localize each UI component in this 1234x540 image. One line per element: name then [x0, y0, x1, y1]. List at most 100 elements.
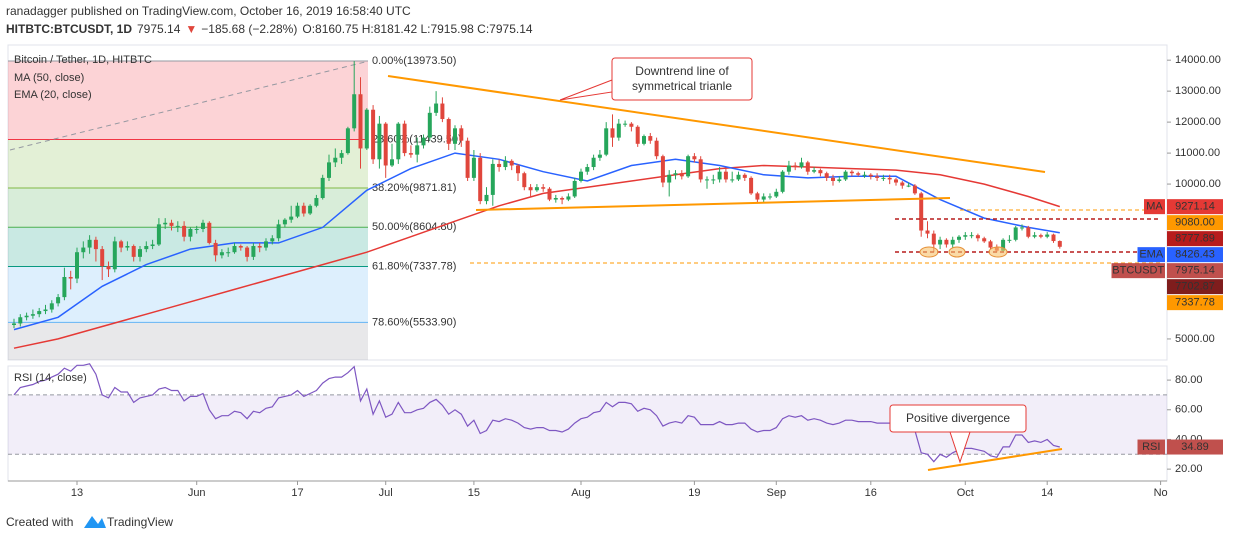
callout-box	[889, 404, 1027, 433]
candle-body	[975, 235, 980, 239]
price-tag	[1167, 279, 1223, 295]
fib-zone	[8, 322, 368, 360]
candle-body	[1013, 227, 1018, 240]
price-tag-name-box	[1137, 247, 1165, 263]
candle-body	[453, 128, 457, 144]
candle-body	[616, 123, 621, 138]
candle-body	[188, 228, 193, 237]
fib-zone	[8, 188, 368, 228]
candle-body	[503, 160, 508, 168]
candle-body	[692, 156, 697, 160]
candle-body	[604, 128, 609, 155]
y-tick-label: 20.00	[1175, 463, 1203, 475]
candle-body	[390, 159, 394, 166]
footer-text: Created with	[6, 515, 73, 529]
candle-body	[818, 170, 823, 174]
candle-body	[219, 252, 224, 256]
candle-body	[698, 159, 703, 180]
y-tick-label: 60.00	[1175, 404, 1203, 416]
candle-body	[982, 238, 987, 242]
support-line	[475, 197, 951, 211]
x-tick-label: No	[1154, 487, 1168, 499]
candle-body	[497, 163, 502, 168]
candle-body	[383, 123, 388, 166]
candle-body	[686, 156, 691, 177]
candle-body	[43, 309, 48, 312]
candle-body	[245, 247, 250, 257]
candle-body	[68, 276, 73, 279]
ohlc: O:8160.75 H:8181.42 L:7915.98 C:7975.14	[302, 22, 533, 36]
price-tag	[1167, 263, 1223, 279]
x-tick-label: Aug	[571, 487, 591, 499]
candle-body	[560, 198, 565, 200]
candle-body	[125, 246, 130, 248]
candle-body	[717, 171, 722, 180]
candle-body	[207, 222, 212, 243]
candle-body	[642, 136, 646, 144]
candle-body	[182, 225, 187, 237]
candle-body	[150, 244, 155, 247]
indicator-line	[13, 164, 1061, 349]
candle-body	[333, 157, 338, 163]
price-tag-label: 7337.78	[1175, 297, 1215, 309]
candle-body	[705, 179, 709, 181]
footer-brand[interactable]: TradingView	[107, 515, 173, 529]
price-tag-name: EMA	[1139, 249, 1164, 261]
candle-body	[257, 246, 262, 248]
candle-body	[623, 123, 628, 125]
candle-body	[232, 246, 237, 253]
candle-body	[597, 154, 602, 158]
candle-body	[906, 185, 911, 187]
callout-text: symmetrical trianle	[632, 79, 732, 93]
callout-box	[611, 57, 753, 101]
candle-body	[345, 128, 350, 154]
fib-trend	[9, 61, 366, 151]
candle-body	[415, 145, 420, 155]
x-tick-label: 19	[688, 487, 700, 499]
candle-body	[610, 128, 615, 138]
price-tag-label: 34.89	[1181, 441, 1209, 453]
candle-body	[194, 228, 199, 230]
candle-body	[144, 246, 149, 250]
candle-body	[629, 123, 634, 127]
fib-zone	[8, 139, 368, 189]
candle-body	[106, 266, 111, 270]
candle-body	[780, 171, 785, 192]
candle-body	[541, 187, 546, 189]
candle-body	[484, 194, 489, 202]
candle-body	[440, 103, 445, 120]
candle-body	[364, 109, 369, 149]
y-tick-label: 80.00	[1175, 374, 1203, 386]
candle-body	[509, 160, 514, 166]
x-tick-label: Jul	[379, 487, 393, 499]
candle-body	[396, 123, 401, 160]
candle-body	[320, 177, 325, 199]
logo	[84, 516, 106, 528]
publisher: ranadagger published on TradingView.com,…	[6, 4, 411, 18]
candle-body	[660, 156, 665, 183]
candle-body	[56, 297, 61, 304]
candle-body	[201, 222, 205, 229]
candle-body	[408, 153, 413, 155]
candle-body	[226, 252, 231, 254]
candle-body	[308, 205, 313, 214]
callout-text: Positive divergence	[906, 411, 1010, 425]
candle-body	[1045, 234, 1050, 237]
candle-body	[377, 123, 382, 160]
candle-body	[547, 188, 552, 200]
candle-body	[93, 239, 98, 250]
candle-body	[925, 230, 930, 234]
price-tag-name: MA	[1146, 201, 1163, 213]
candle-body	[919, 193, 924, 231]
candle-body	[24, 315, 29, 318]
candle-body	[131, 246, 136, 257]
rsi-trend-line	[927, 448, 1063, 471]
candle-body	[856, 173, 861, 175]
candle-body	[881, 177, 886, 179]
fib-zone	[8, 266, 368, 323]
candle-body	[49, 303, 54, 310]
candle-body	[175, 225, 180, 227]
candle-body	[579, 171, 583, 181]
rsi-title: RSI (14, close)	[14, 372, 87, 384]
